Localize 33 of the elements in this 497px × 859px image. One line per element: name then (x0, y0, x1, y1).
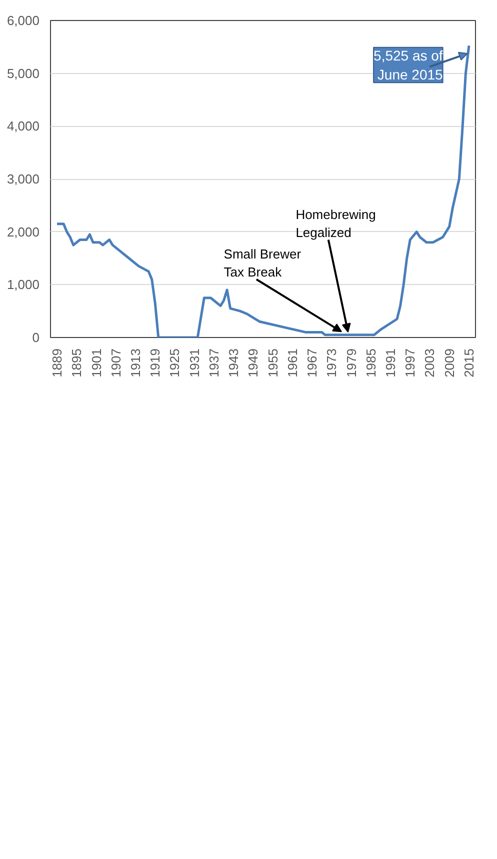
x-tick-label: 1889 (50, 348, 65, 378)
line-series (56, 44, 470, 338)
x-tick-label: 1937 (206, 348, 222, 378)
y-tick-label: 6,000 (6, 13, 40, 28)
x-tick-label: 1931 (186, 348, 202, 378)
x-tick-label: 1997 (402, 348, 418, 378)
y-tick-label: 1,000 (6, 277, 40, 292)
x-tick-label: 1895 (69, 348, 84, 378)
x-tick-label: 1955 (265, 348, 280, 378)
y-tick-label: 2,000 (6, 224, 40, 240)
x-tick-label: 1979 (344, 348, 359, 378)
x-tick-label: 1961 (284, 348, 300, 378)
x-tick-label: 2015 (461, 348, 476, 378)
x-tick-label: 2003 (422, 348, 438, 378)
x-tick-label: 1949 (246, 348, 261, 378)
x-tick-label: 1925 (167, 348, 182, 378)
x-tick-label: 1967 (304, 348, 320, 378)
annotation: Homebrewing Legalized (296, 206, 376, 240)
y-tick-label: 0 (32, 330, 40, 345)
x-tick-label: 1991 (383, 348, 398, 378)
x-tick-label: 1901 (88, 348, 104, 378)
x-tick-label: 1985 (363, 348, 378, 378)
x-tick-label: 1913 (128, 348, 143, 378)
x-tick-label: 2009 (442, 348, 457, 378)
x-tick-label: 1907 (108, 348, 124, 378)
x-tick-label: 1919 (148, 348, 163, 378)
annotation: Small Brewer Tax Break (224, 246, 302, 280)
y-tick-label: 3,000 (6, 172, 40, 186)
y-tick-label: 5,000 (6, 66, 40, 81)
annotation: 5,525 as of June 2015 (374, 47, 444, 83)
y-tick-label: 4,000 (6, 118, 40, 134)
x-tick-label: 1973 (324, 348, 340, 378)
x-tick-label: 1943 (226, 348, 242, 378)
